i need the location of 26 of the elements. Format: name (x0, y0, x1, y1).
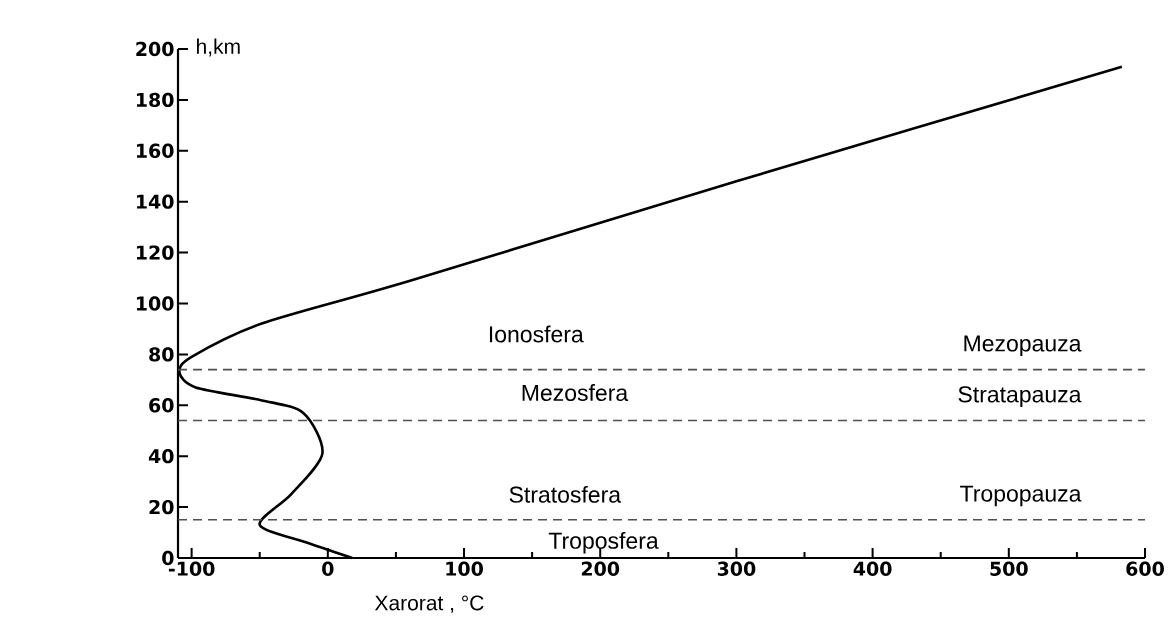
annotation: Stratosfera (509, 485, 622, 503)
y-tick-label: 100 (136, 296, 174, 311)
x-axis-title: Xarorat , °C (374, 595, 484, 613)
x-tick-label: 300 (717, 561, 756, 576)
annotation: Troposfera (548, 532, 659, 554)
y-tick-label: 80 (149, 347, 174, 362)
x-tick-label: 600 (1126, 561, 1164, 576)
x-tick-label: 100 (446, 561, 483, 576)
ref-line-label: Tropopauza (960, 485, 1082, 507)
y-tick-label: 180 (136, 92, 174, 108)
ref-line-label: Stratapauza (958, 386, 1082, 408)
y-tick-label: 200 (136, 41, 174, 57)
y-tick-label: 120 (136, 245, 174, 260)
x-tick-label: 0 (322, 561, 334, 576)
x-tick-label: 500 (990, 561, 1028, 576)
y-axis-title: h,km (197, 38, 240, 57)
y-tick-label: 20 (149, 499, 174, 515)
y-tick-label: 160 (136, 143, 174, 158)
ref-line-label: Mezopauza (964, 335, 1082, 357)
annotation: Ionosfera (489, 325, 584, 343)
annotation: Mezosfera (522, 384, 629, 401)
x-tick-label: 200 (581, 561, 620, 576)
y-tick-label: 60 (149, 398, 174, 413)
y-tick-label: 140 (136, 194, 174, 209)
x-tick-label: 400 (853, 561, 892, 576)
y-tick-label: 40 (148, 449, 174, 464)
